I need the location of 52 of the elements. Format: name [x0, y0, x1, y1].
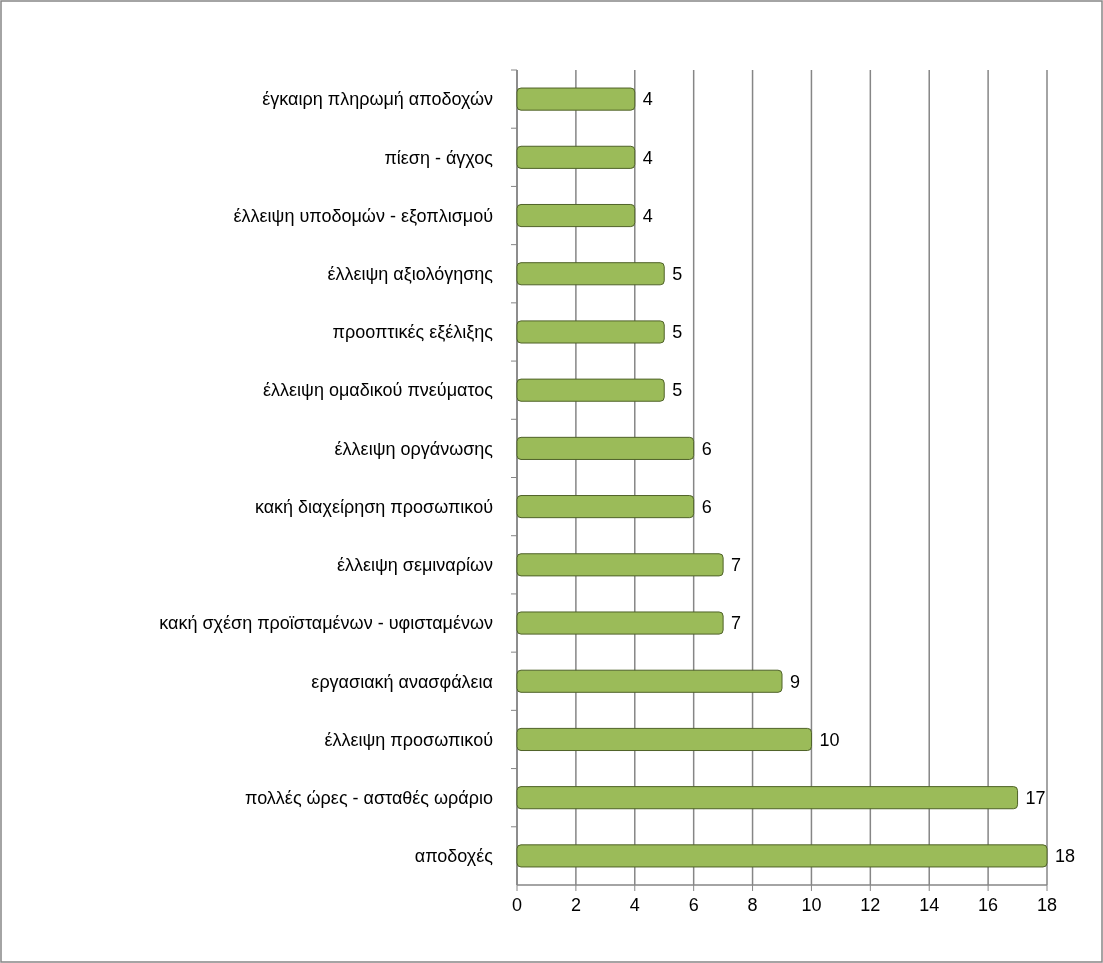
x-tick-label: 0	[511, 895, 523, 916]
data-label: 9	[790, 671, 801, 692]
bar	[516, 727, 812, 752]
x-tick-label: 2	[570, 895, 581, 916]
y-tick-label: έλλειψη υποδομών - εξοπλισμού	[233, 205, 493, 226]
data-label: 7	[731, 613, 742, 634]
data-label: 5	[672, 264, 683, 285]
y-tick-label: κακή σχέση προϊσταμένων - υφισταμένων	[159, 613, 493, 634]
bar	[516, 320, 665, 344]
y-tick-label: έλλειψη ομαδικού πνεύματος	[263, 380, 494, 401]
x-tick-label: 6	[688, 895, 699, 916]
y-tick-label: έλλειψη προσωπικού	[324, 729, 493, 750]
y-tick-label: πίεση - άγχος	[384, 147, 494, 168]
x-tick-label: 4	[629, 895, 640, 916]
y-tick-label: έλλειψη οργάνωσης	[334, 438, 494, 459]
data-label: 4	[642, 89, 653, 110]
bar	[516, 87, 636, 111]
bar	[516, 844, 1048, 868]
y-tick-label: προοπτικές εξέλιξης	[332, 322, 494, 343]
data-label: 18	[1055, 846, 1076, 867]
data-label: 7	[731, 555, 742, 576]
x-tick-label: 8	[747, 895, 758, 916]
y-tick-label: έλλειψη αξιολόγησης	[327, 264, 494, 285]
data-label: 17	[1025, 787, 1046, 808]
data-label: 6	[701, 496, 712, 517]
data-label: 4	[642, 205, 653, 226]
data-label: 4	[642, 147, 653, 168]
bar	[516, 145, 636, 169]
bar	[516, 203, 636, 228]
bar	[516, 553, 724, 577]
y-tick-label: έγκαιρη πληρωμή αποδοχών	[262, 89, 493, 110]
y-tick-label: πολλές ώρες - ασταθές ωράριο	[245, 787, 493, 808]
bar	[516, 786, 1019, 810]
bar	[516, 495, 695, 519]
y-tick-label: έλλειψη σεμιναρίων	[336, 555, 493, 576]
data-label: 5	[672, 380, 683, 401]
data-label: 5	[672, 322, 683, 343]
data-label: 10	[819, 729, 840, 750]
x-tick-label: 18	[1036, 895, 1058, 916]
bar	[516, 262, 665, 286]
bar	[516, 378, 665, 402]
bar	[516, 669, 783, 693]
x-tick-label: 14	[919, 895, 940, 916]
x-tick-label: 16	[978, 895, 999, 916]
y-tick-label: αποδοχές	[414, 846, 494, 867]
y-tick-label: κακή διαχείρηση προσωπικού	[254, 496, 493, 517]
x-tick-label: 12	[860, 895, 881, 916]
bar	[516, 611, 724, 635]
bar	[516, 436, 695, 460]
data-label: 6	[701, 438, 712, 459]
x-tick-label: 10	[801, 895, 822, 916]
y-tick-label: εργασιακή ανασφάλεια	[311, 671, 493, 692]
